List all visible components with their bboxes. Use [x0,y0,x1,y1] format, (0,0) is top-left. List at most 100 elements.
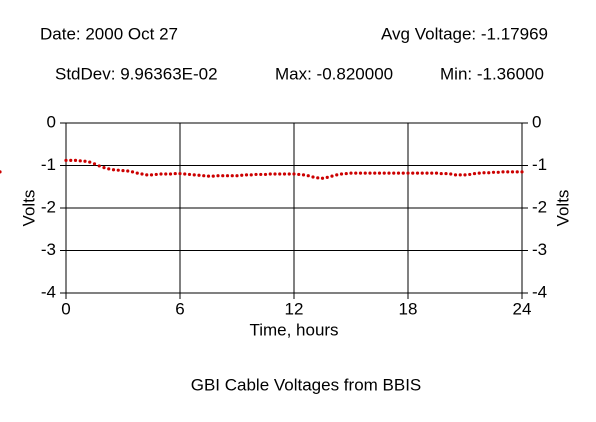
data-point [140,172,144,176]
data-point [278,172,282,176]
data-point [520,170,524,174]
data-point [206,174,211,178]
data-point [183,172,187,176]
y-tick-label: -2 [41,197,56,216]
data-point [458,173,462,177]
data-point [453,173,458,177]
data-point [216,174,220,178]
data-point [225,174,230,178]
data-point [363,171,367,175]
data-point [396,171,401,175]
data-point [130,170,135,174]
data-point [439,171,443,176]
data-point [145,173,149,177]
data-point [164,172,168,176]
stddev-annotation: StdDev: 9.96363E-02 [55,64,218,83]
data-point [273,172,277,176]
y-tick-label: -3 [41,240,56,259]
data-point [491,170,496,174]
data-point [330,174,334,178]
data-point [472,171,477,176]
min-annotation: Min: -1.36000 [440,64,544,83]
data-point [449,172,453,176]
data-point [69,158,73,162]
data-point [406,171,410,175]
data-point [463,173,467,177]
data-point [368,171,372,175]
data-point [349,171,353,175]
data-point [477,171,481,175]
data-point [240,173,244,177]
max-annotation: Max: -0.820000 [275,64,393,83]
data-point [78,159,82,163]
y2-tick-label: -3 [532,240,547,259]
data-point [249,173,253,177]
data-point [178,171,182,176]
data-point [444,171,448,176]
data-point [211,174,215,178]
data-point [487,171,491,175]
x-tick-label: 18 [399,299,418,318]
data-point [159,172,163,176]
x-tick-label: 12 [285,299,304,318]
data-point [482,171,486,175]
data-point [354,171,358,175]
data-point [496,170,500,174]
data-point [92,162,97,166]
data-point [126,169,130,173]
data-point [244,173,249,177]
data-point [254,172,258,177]
data-point [73,158,78,162]
chart-title: GBI Cable Voltages from BBIS [191,375,422,394]
data-point [415,171,420,175]
y2-tick-label: 0 [532,112,541,131]
data-point [373,171,377,175]
data-point [411,171,415,175]
data-point [425,171,429,175]
data-point [382,171,386,175]
data-point [83,159,87,163]
data-point [111,168,116,172]
data-point [192,173,196,177]
data-point [187,172,192,177]
data-point [297,172,301,177]
y2-tick-label: -2 [532,197,547,216]
data-point [107,167,111,171]
data-point [434,171,439,175]
data-point [316,176,320,180]
data-point [0,170,2,174]
data-point [197,173,201,177]
data-point [311,175,315,179]
y-axis-label: Volts [19,190,38,227]
data-point [88,160,92,164]
data-point [320,176,325,180]
y2-tick-label: -1 [532,155,547,174]
data-point [230,174,234,178]
avg-annotation: Avg Voltage: -1.17969 [381,24,548,43]
data-point [506,170,510,174]
data-point [64,158,68,162]
data-point [515,170,519,174]
data-point [259,172,263,177]
data-point [335,173,339,177]
data-point [387,171,391,175]
data-point [392,171,396,175]
data-point [401,171,405,175]
data-point [301,173,306,177]
data-point [306,174,310,178]
data-point [102,166,106,170]
data-point [282,172,287,176]
data-point [221,174,225,178]
y2-tick-label: -4 [532,282,547,301]
x-tick-label: 24 [513,299,532,318]
data-point [344,171,348,176]
x-tick-label: 6 [175,299,184,318]
data-point [420,171,424,175]
data-point [377,171,382,175]
data-point [97,164,101,168]
x-axis-label: Time, hours [249,320,338,339]
data-point [168,172,173,176]
date-annotation: Date: 2000 Oct 27 [40,24,178,43]
data-point [292,172,296,176]
